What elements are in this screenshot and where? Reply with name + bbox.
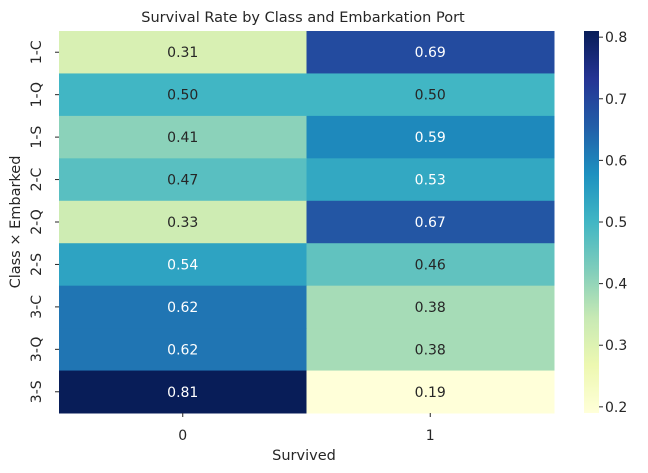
y-tick-label: 2-S [29,253,45,276]
y-tick-label: 1-C [29,40,45,64]
y-tick-label: 3-Q [29,337,45,363]
colorbar-tick-label: 0.8 [605,30,627,46]
heatmap-cell [59,285,307,329]
heatmap-cell [306,200,555,244]
colorbar-tick-label: 0.3 [605,338,627,354]
heatmap-cell [59,31,307,74]
y-tick-label: 3-S [29,380,45,403]
cell-value-label: 0.50 [167,88,198,104]
cell-value-label: 0.41 [167,130,198,146]
y-tick-label: 2-C [29,167,45,191]
heatmap-cell [306,243,555,287]
y-tick-labels: 1-C 1-Q 1-S 2-C 2-Q 2-S 3-C 3-Q 3-S [29,40,59,403]
cell-value-label: 0.53 [415,173,446,189]
heatmap-cell [59,73,307,117]
cell-value-label: 0.31 [167,45,198,61]
x-tick-label: 1 [426,428,435,444]
chart-title: Survival Rate by Class and Embarkation P… [141,10,465,26]
cell-value-label: 0.62 [167,300,198,316]
heatmap-cell [306,31,555,74]
heatmap-cell [306,328,555,372]
colorbar-tick-label: 0.5 [605,215,627,231]
heatmap-cell [59,115,307,159]
y-tick-label: 3-C [29,295,45,319]
cell-value-label: 0.33 [167,215,198,231]
cell-value-label: 0.67 [415,215,446,231]
heatmap-cell [59,158,307,202]
cell-value-label: 0.59 [415,130,446,146]
cell-value-label: 0.46 [415,257,446,273]
heatmap-cell [306,73,555,117]
y-axis-label: Class × Embarked [8,156,24,289]
y-tick-label: 2-Q [29,209,45,235]
heatmap-cell [306,285,555,329]
colorbar-tick-label: 0.6 [605,153,627,169]
heatmap-cell [59,370,307,414]
y-tick-label: 1-S [29,126,45,149]
colorbar [584,31,599,413]
cell-value-label: 0.62 [167,342,198,358]
x-tick-label: 0 [178,428,187,444]
cell-value-label: 0.54 [167,257,198,273]
heatmap-cell [59,200,307,244]
colorbar-ticks: 0.2 0.3 0.4 0.5 0.6 0.7 0.8 [599,30,627,416]
heatmap-cell [306,158,555,202]
cell-value-label: 0.38 [415,300,446,316]
heatmap-cell [59,328,307,372]
x-axis-label: Survived [272,448,336,464]
heatmap-cell [306,115,555,159]
heatmap-cells: 0.31 0.69 0.50 0.50 0.41 0.59 0.47 0.53 0.33 0.67… [59,31,555,414]
cell-value-label: 0.81 [167,385,198,401]
cell-value-label: 0.19 [415,385,446,401]
colorbar-tick-label: 0.2 [605,400,627,416]
cell-value-label: 0.47 [167,173,198,189]
y-tick-label: 1-Q [29,82,45,108]
cell-value-label: 0.69 [415,45,446,61]
colorbar-tick-label: 0.7 [605,92,627,108]
colorbar-tick-label: 0.4 [605,277,627,293]
heatmap-cell [306,370,555,414]
cell-value-label: 0.50 [415,88,446,104]
heatmap-cell [59,243,307,287]
cell-value-label: 0.38 [415,342,446,358]
